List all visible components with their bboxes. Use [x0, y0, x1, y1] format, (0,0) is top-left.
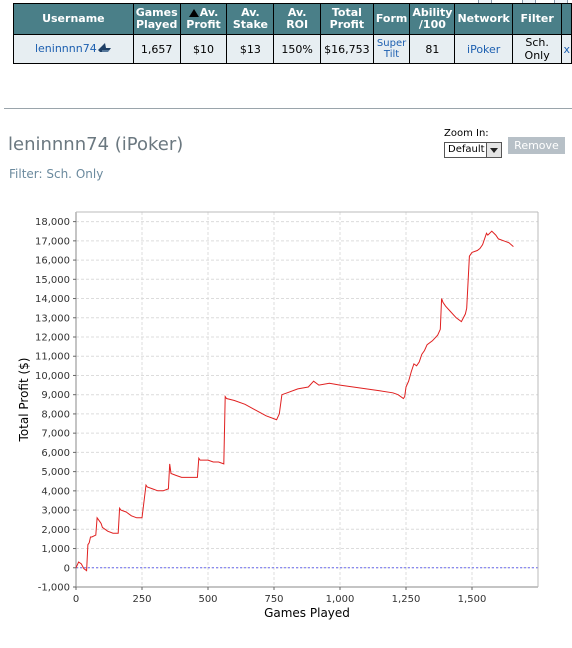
filter-cell: Sch. Only [511, 34, 563, 64]
zoom-select[interactable]: Default [444, 142, 502, 158]
x-tick-label: 750 [264, 594, 283, 605]
y-tick-label: 7,000 [41, 429, 70, 440]
y-axis-label: Total Profit ($) [17, 358, 31, 443]
y-tick-label: -1,000 [38, 583, 70, 594]
y-tick-label: 2,000 [41, 525, 70, 536]
remove-button[interactable]: Remove [508, 137, 565, 154]
x-tick-label: 0 [73, 594, 79, 605]
y-axis-ticks: -1,000 0 1,000 2,000 3,000 4,000 5,000 6,000 7,0… [35, 217, 76, 594]
y-tick-label: 6,000 [41, 448, 70, 459]
x-tick-label: 1,500 [458, 594, 487, 605]
table-header-row: Username Games Played Av. Profit Av. Sta… [13, 3, 572, 35]
profit-line [75, 230, 514, 572]
y-tick-label: 8,000 [41, 409, 70, 420]
y-tick-label: 3,000 [41, 506, 70, 517]
header-ability[interactable]: Ability /100 [409, 3, 456, 35]
header-games-played[interactable]: Games Played [132, 3, 181, 35]
page-title: leninnnn74 (iPoker) [8, 134, 184, 155]
chart-series [75, 230, 514, 572]
form-cell[interactable]: Super Tilt [372, 34, 411, 64]
x-axis-ticks: 0 250 500 750 1,000 1,250 1,500 [73, 587, 487, 605]
shark-icon [97, 42, 112, 56]
username-link[interactable]: leninnnn74 [34, 42, 97, 55]
network-cell[interactable]: iPoker [454, 34, 513, 64]
y-tick-label: 12,000 [35, 333, 70, 344]
username-cell[interactable]: leninnnn74 [13, 34, 134, 64]
y-tick-label: 1,000 [41, 544, 70, 555]
table-row: leninnnn74 1,657 $10 $13 150% $16,753 Su… [13, 34, 572, 64]
sort-up-icon [188, 9, 199, 17]
y-tick-label: 9,000 [41, 390, 70, 401]
header-network[interactable]: Network [454, 3, 513, 35]
y-tick-label: 16,000 [35, 256, 70, 267]
zoom-label: Zoom In: [444, 128, 489, 139]
y-tick-label: 4,000 [41, 486, 70, 497]
av-stake-cell: $13 [226, 34, 275, 64]
games-played-cell: 1,657 [132, 34, 181, 64]
ability-cell: 81 [409, 34, 456, 64]
x-tick-label: 1,000 [326, 594, 355, 605]
filter-label: Filter: Sch. Only [9, 167, 104, 181]
plot-area [76, 212, 538, 587]
x-tick-label: 250 [132, 594, 151, 605]
header-av-stake[interactable]: Av. Stake [226, 3, 275, 35]
y-tick-label: 14,000 [35, 294, 70, 305]
total-profit-cell: $16,753 [319, 34, 374, 64]
x-axis-label: Games Played [264, 606, 350, 620]
header-av-profit[interactable]: Av. Profit [179, 3, 228, 35]
y-tick-label: 15,000 [35, 275, 70, 286]
y-tick-label: 11,000 [35, 352, 70, 363]
header-form[interactable]: Form [372, 3, 411, 35]
header-close [561, 3, 572, 35]
y-tick-label: 13,000 [35, 313, 70, 324]
section-divider [4, 108, 572, 109]
x-tick-label: 1,250 [392, 594, 421, 605]
y-tick-label: 5,000 [41, 467, 70, 478]
y-tick-label: 0 [64, 563, 70, 574]
header-av-profit-label: Av. Profit [186, 6, 221, 31]
remove-row-button[interactable]: x [561, 34, 572, 64]
header-username[interactable]: Username [13, 3, 134, 35]
y-tick-label: 17,000 [35, 236, 70, 247]
player-stats-table: Username Games Played Av. Profit Av. Sta… [13, 3, 572, 64]
header-filter[interactable]: Filter [511, 3, 563, 35]
x-tick-label: 500 [198, 594, 217, 605]
header-av-roi[interactable]: Av. ROI [273, 3, 321, 35]
chart-axes [75, 211, 539, 588]
av-roi-cell: 150% [273, 34, 321, 64]
header-total-profit[interactable]: Total Profit [319, 3, 374, 35]
y-tick-label: 10,000 [35, 371, 70, 382]
zoom-selected-value: Default [448, 144, 485, 155]
dropdown-arrow-icon[interactable] [486, 143, 501, 157]
profit-chart: 0 250 500 750 1,000 1,250 1,500 -1,00001,0002,… [17, 211, 539, 620]
av-profit-cell: $10 [179, 34, 228, 64]
y-tick-label: 18,000 [35, 217, 70, 228]
